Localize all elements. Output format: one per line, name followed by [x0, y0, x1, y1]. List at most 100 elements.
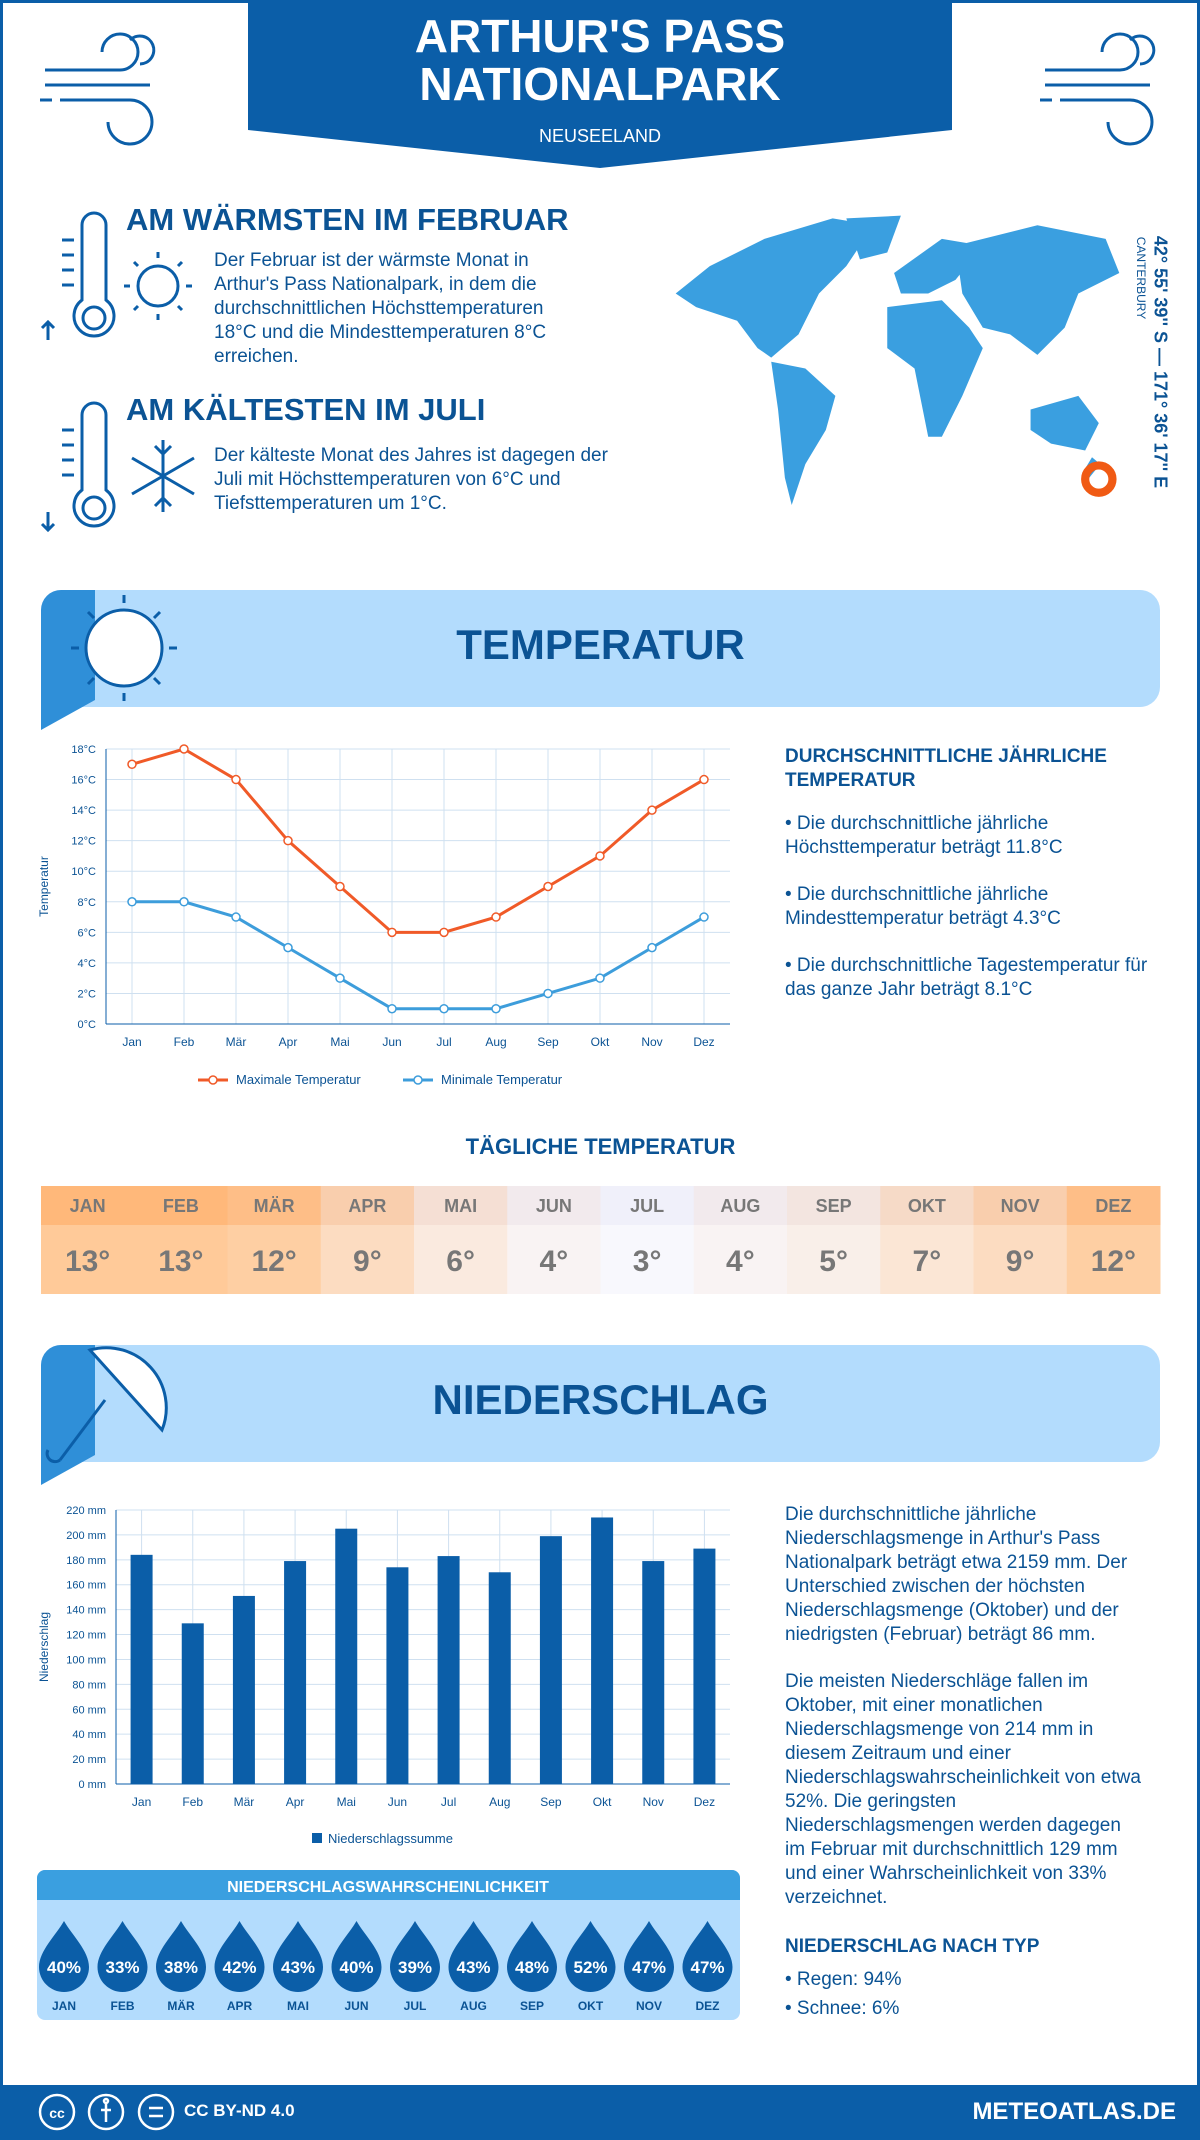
month-label: JUL: [404, 1999, 427, 2013]
month-header-cell: [787, 1186, 881, 1225]
month-header-cell: [41, 1186, 135, 1225]
section-title: NIEDERSCHLAG: [432, 1376, 769, 1423]
temperature-label: 13°: [158, 1245, 203, 1278]
coldest-text: Der kälteste Monat des Jahres ist dagege…: [214, 445, 608, 514]
probability-label: 38%: [164, 1958, 198, 1977]
x-tick-label: Apr: [286, 1795, 305, 1809]
rain-drop: [331, 1921, 382, 1992]
bar: [335, 1528, 358, 1784]
month-label: OKT: [908, 1196, 946, 1216]
license-icons: [38, 2093, 175, 2131]
coordinates: 42° 55' 39'' S — 171° 36' 17'' E: [1150, 235, 1171, 489]
month-label: DEZ: [696, 1999, 720, 2013]
bar: [437, 1556, 460, 1784]
x-tick-label: Jan: [122, 1035, 141, 1049]
legend-label: Maximale Temperatur: [236, 1072, 361, 1087]
probability-label: 47%: [690, 1958, 724, 1977]
wind-icon: [1040, 32, 1156, 146]
point: [387, 927, 397, 938]
temperature-cell: [1066, 1225, 1161, 1294]
y-tick-label: 0°C: [78, 1019, 97, 1031]
x-tick-label: Feb: [174, 1035, 195, 1049]
world-map: [675, 215, 1120, 506]
precip-paragraph: Die meisten Niederschläge fallen im Okto…: [785, 1671, 1141, 1908]
summary-item: • Die durchschnittliche jährliche Mindes…: [785, 884, 1061, 929]
point: [127, 897, 137, 907]
legend-marker: [208, 1075, 218, 1085]
y-tick-label: 80 mm: [72, 1679, 106, 1691]
point: [387, 1003, 397, 1014]
point: [335, 973, 345, 983]
temperature-label: 4°: [726, 1245, 755, 1278]
month-label: DEZ: [1095, 1196, 1131, 1216]
bar: [386, 1567, 409, 1784]
rain-drop: [214, 1921, 265, 1992]
month-label: JUL: [630, 1196, 664, 1216]
page-title: ARTHUR'S PASS NATIONALPARK: [414, 10, 786, 110]
month-label: JAN: [70, 1196, 106, 1216]
line: [132, 900, 705, 1011]
temperature-cell: [320, 1225, 415, 1294]
y-tick-label: 160 mm: [66, 1580, 106, 1592]
y-tick-label: 40 mm: [72, 1729, 106, 1741]
site-link[interactable]: METEOATLAS.DE: [972, 2098, 1176, 2125]
point: [543, 988, 553, 999]
y-tick-label: 6°C: [78, 927, 97, 939]
rain-drop: [97, 1921, 148, 1992]
y-tick-label: 2°C: [78, 988, 97, 1000]
x-tick-label: Jul: [436, 1035, 451, 1049]
y-tick-label: 60 mm: [72, 1704, 106, 1716]
header-banner: [248, 0, 952, 168]
temperature-cell: [693, 1225, 788, 1294]
month-header-cell: [880, 1186, 974, 1225]
rain-drop: [682, 1921, 733, 1992]
legend-label: Niederschlagssumme: [328, 1831, 453, 1846]
month-label: AUG: [720, 1196, 760, 1216]
point: [543, 881, 553, 892]
bar: [539, 1536, 562, 1784]
y-tick-label: 10°C: [71, 866, 96, 878]
x-tick-label: Jun: [388, 1795, 407, 1809]
precip-type-title: NIEDERSCHLAG NACH TYP: [785, 1936, 1040, 1957]
bar: [642, 1561, 665, 1784]
x-tick-label: Jun: [382, 1035, 401, 1049]
bar: [130, 1554, 153, 1784]
probability-title: NIEDERSCHLAGSWAHRSCHEINLICHKEIT: [227, 1879, 549, 1896]
point: [231, 774, 241, 785]
point: [439, 927, 449, 938]
rain-drop: [448, 1921, 499, 1993]
month-label: OKT: [578, 1999, 604, 2013]
legend-label: Minimale Temperatur: [441, 1072, 563, 1087]
month-label: SEP: [520, 1999, 544, 2013]
summary-title: DURCHSCHNITTLICHE JÄHRLICHE TEMPERATUR: [785, 746, 1107, 791]
legend-marker: [413, 1075, 423, 1085]
month-label: JAN: [52, 1999, 76, 2013]
rain-drop: [565, 1921, 616, 1992]
license: CC BY-ND 4.0: [184, 2101, 295, 2120]
month-label: AUG: [460, 1999, 487, 2013]
temperature-cell: [973, 1225, 1068, 1294]
point: [595, 851, 605, 861]
point: [179, 744, 189, 754]
summary-item: • Die durchschnittliche jährliche Höchst…: [785, 813, 1063, 858]
x-tick-label: Mär: [226, 1035, 247, 1049]
y-tick-label: 220 mm: [66, 1505, 106, 1517]
y-tick-label: 18°C: [71, 744, 96, 756]
month-label: JUN: [344, 1999, 368, 2013]
temperature-label: 7°: [913, 1245, 942, 1278]
summary-item: • Die durchschnittliche Tagestemperatur …: [785, 955, 1148, 1000]
section-title: TEMPERATUR: [456, 621, 745, 668]
point: [699, 774, 709, 785]
x-tick-label: Mai: [337, 1795, 356, 1809]
rain-drop: [624, 1921, 674, 1992]
temperature-cell: [880, 1225, 974, 1294]
x-tick-label: Nov: [643, 1795, 664, 1809]
month-header-cell: [227, 1186, 322, 1225]
y-tick-label: 14°C: [71, 805, 96, 817]
probability-box: [37, 1870, 740, 2020]
banner-corner: [41, 590, 95, 730]
temperature-label: 6°: [446, 1245, 475, 1278]
x-tick-label: Sep: [537, 1035, 559, 1049]
warmest-title: AM WÄRMSTEN IM FEBRUAR: [126, 202, 569, 237]
